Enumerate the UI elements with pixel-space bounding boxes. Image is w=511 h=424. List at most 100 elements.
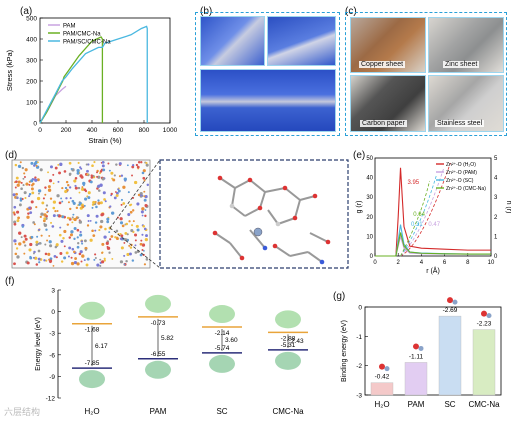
atom-dot <box>103 257 106 260</box>
atom-dot <box>59 226 62 229</box>
cn-line <box>400 162 451 257</box>
zinc-icon <box>384 366 390 372</box>
atom-dot <box>76 171 80 175</box>
atom-dot <box>119 221 124 225</box>
atom-dot <box>39 215 42 219</box>
atom-dot <box>67 184 70 187</box>
zinc-sheet-label: Zinc sheet <box>443 61 480 68</box>
y-tick-label-f: -9 <box>49 374 55 381</box>
atom-dot <box>79 250 83 254</box>
atom-dot <box>14 186 17 189</box>
atom-dot <box>114 191 117 193</box>
atom-dot <box>14 242 17 246</box>
x-tick-label-e: 6 <box>443 260 447 266</box>
atom-dot <box>79 233 83 237</box>
x-axis-label-a: Strain (%) <box>88 136 122 145</box>
panel-c-frame <box>345 12 507 136</box>
atom-dot <box>23 172 26 175</box>
atom-dot <box>85 163 88 166</box>
atom-dot <box>61 186 64 190</box>
hydrogel-photo-1 <box>200 16 265 66</box>
annotation-e: 3.95 <box>407 180 419 186</box>
atom-dot <box>16 183 20 187</box>
atom-dot <box>30 235 34 239</box>
atom-dot <box>21 197 24 201</box>
atom-dot <box>45 259 48 262</box>
y-tick-label-e: 40 <box>366 176 373 182</box>
bond <box>289 251 309 257</box>
atom-dot <box>125 259 128 263</box>
atom-dot <box>144 209 147 211</box>
atom-dot <box>115 163 118 166</box>
atom-dot <box>113 196 117 200</box>
y-right-tick-label-e: 4 <box>494 176 498 182</box>
x-tick-label-e: 10 <box>488 260 495 266</box>
atom-dot <box>47 252 51 256</box>
atom-dot <box>113 174 116 177</box>
atom-dot <box>93 258 96 261</box>
copper-sheet-photo: Copper sheet <box>350 17 426 73</box>
x-tick-label-a: 600 <box>113 127 124 134</box>
atom-dot <box>24 168 28 172</box>
atom-dot <box>73 250 76 254</box>
atom-dot <box>142 224 145 228</box>
atom-dot <box>19 161 22 164</box>
atom-dot <box>37 228 41 232</box>
atom-dot <box>101 251 104 254</box>
atom-dot <box>89 180 93 184</box>
atom-dot <box>109 205 112 208</box>
rdf-line <box>375 232 491 257</box>
y-tick-label-a: 0 <box>33 121 37 128</box>
atom-dot <box>122 202 126 205</box>
atom-dot <box>81 186 84 189</box>
atom-dot <box>86 214 90 218</box>
watermark: 六层结构 <box>4 407 41 417</box>
atom-dot <box>80 167 83 170</box>
binding-bar <box>472 329 496 396</box>
atom-dot <box>26 261 30 265</box>
atom-dot <box>22 177 25 180</box>
category-label-f: H₂O <box>84 407 99 416</box>
atom-dot <box>51 225 55 228</box>
atom-dot <box>119 260 124 264</box>
atom-dot <box>13 222 17 226</box>
atom-dot <box>89 220 92 222</box>
atom-dot <box>15 247 19 250</box>
atom-dot <box>77 216 80 219</box>
atom-dot <box>25 182 29 186</box>
lumo-orbital <box>209 305 235 324</box>
atom-dot <box>80 175 84 179</box>
atom-dot <box>70 168 73 170</box>
atom-dot <box>31 191 35 195</box>
atom-dot <box>95 214 99 218</box>
atom-dot <box>116 191 119 195</box>
atom-dot <box>120 237 123 241</box>
atom-dot <box>43 217 46 220</box>
atom-dot <box>97 201 101 205</box>
y-tick-label-g: -2 <box>356 363 362 370</box>
atom-dot <box>128 252 132 256</box>
plot-area-a <box>39 17 171 124</box>
series-line-a <box>39 36 104 124</box>
atom-dot <box>123 254 126 257</box>
atom-dot <box>115 229 119 233</box>
bond <box>231 205 246 217</box>
panel-label-d: (d) <box>5 150 18 161</box>
atom-dot <box>32 252 35 255</box>
atom-dot <box>136 228 140 232</box>
carbon-paper-photo: Carbon paper <box>350 75 426 132</box>
atom-dot <box>13 220 17 224</box>
bond <box>284 187 301 201</box>
y-tick-label-f: 3 <box>51 288 55 295</box>
atom-dot <box>120 203 123 206</box>
atom <box>239 255 245 261</box>
atom-dot <box>78 252 82 256</box>
atom-dot <box>57 163 60 166</box>
atom-dot <box>146 183 150 187</box>
atom-dot <box>30 179 34 183</box>
atom-dot <box>93 161 96 164</box>
atom-dot <box>108 169 111 172</box>
zoom-inset-box <box>159 159 349 269</box>
atom-dot <box>91 229 94 233</box>
atom-dot <box>16 219 20 223</box>
